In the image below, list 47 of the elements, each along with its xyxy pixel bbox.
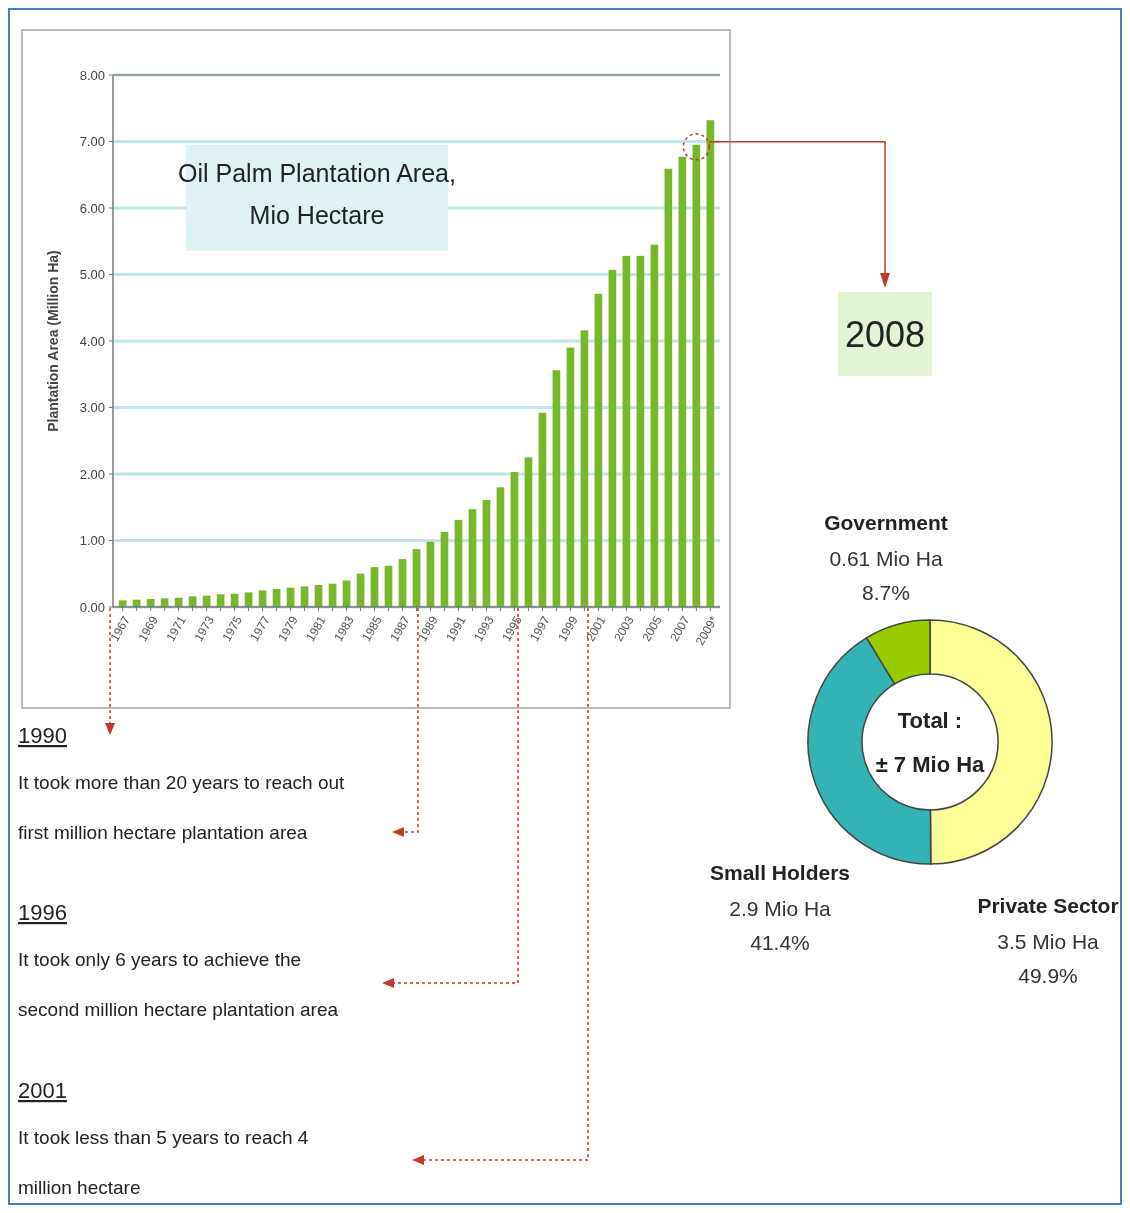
bar <box>594 293 603 607</box>
bar <box>678 156 687 607</box>
slice-label: Small Holders <box>709 861 851 884</box>
text: It took only 6 years to achieve the second million hectare plantation area <box>18 949 339 1020</box>
data-label: 0.61 Mio Ha 8.7% <box>829 547 943 604</box>
bar <box>580 330 589 607</box>
y-tick-label: 4.00 <box>79 333 105 349</box>
bar <box>412 549 421 607</box>
bar <box>510 472 519 607</box>
slice-label: Private Sector <box>977 894 1119 917</box>
bar <box>664 168 673 607</box>
y-tick-label: 6.00 <box>79 200 105 216</box>
bar <box>482 499 491 607</box>
y-tick-label: 2.00 <box>79 466 105 482</box>
bar <box>468 509 477 607</box>
text: 2001 <box>18 1078 67 1103</box>
bar <box>636 255 645 607</box>
y-axis-title: Plantation Area (Million Ha) <box>45 250 61 432</box>
bar <box>622 255 631 607</box>
text: Oil Palm Plantation Area, Mio Hectare <box>178 159 456 229</box>
bar <box>608 269 617 607</box>
bar <box>692 144 701 607</box>
bar <box>524 457 533 607</box>
y-tick-label: 3.00 <box>79 400 105 416</box>
y-tick-label: 7.00 <box>79 134 105 150</box>
text: 1996 <box>18 900 67 925</box>
text: Total : <box>897 708 963 733</box>
y-tick-label: 1.00 <box>79 533 105 549</box>
bar <box>650 244 659 607</box>
bar <box>454 519 463 607</box>
bar <box>706 120 715 607</box>
y-tick-label: 0.00 <box>79 599 105 615</box>
text: It took more than 20 years to reach out first million hectare plantation area <box>18 772 345 843</box>
y-tick-label: 5.00 <box>79 267 105 283</box>
y-tick-label: 8.00 <box>79 67 105 83</box>
text: 1990 <box>18 723 67 748</box>
chart-title: 2008 <box>844 314 926 355</box>
text: It took less than 5 years to reach 4 million hectare <box>18 1127 309 1198</box>
data-label: 3.5 Mio Ha 49.9% <box>997 930 1100 987</box>
bar <box>566 347 575 607</box>
bar <box>538 412 547 607</box>
bar <box>496 487 505 607</box>
slice-label: Government <box>824 511 948 534</box>
bar <box>552 370 561 607</box>
data-label: 2.9 Mio Ha 41.4% <box>729 897 832 954</box>
bar <box>440 531 449 607</box>
text: ± 7 Mio Ha <box>875 752 986 777</box>
